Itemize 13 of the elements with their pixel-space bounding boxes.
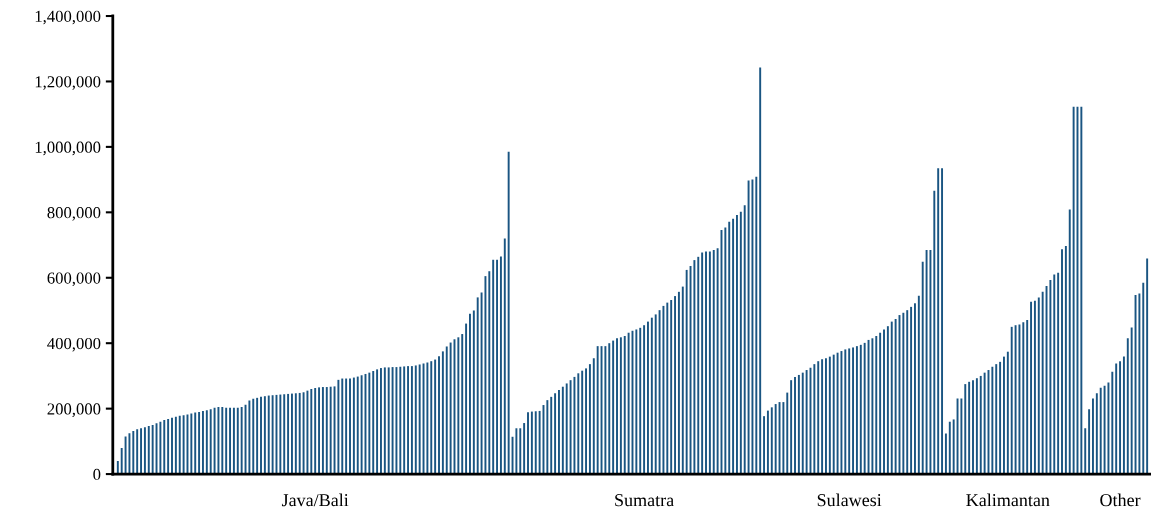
y-tick-label: 1,400,000 <box>35 10 101 25</box>
x-tick-label: Sulawesi <box>817 493 882 507</box>
y-tick-label: 400,000 <box>47 337 101 352</box>
x-tick-label: Java/Bali <box>281 493 349 507</box>
y-tick-label: 1,000,000 <box>35 141 101 156</box>
y-tick-label: 600,000 <box>47 272 101 287</box>
x-tick-label: Kalimantan <box>966 493 1050 507</box>
y-tick-label: 200,000 <box>47 403 101 417</box>
y-tick-label: 0 <box>93 468 101 481</box>
y-tick-label: 800,000 <box>47 207 101 221</box>
y-tick-label: 1,200,000 <box>35 76 101 90</box>
x-tick-label: Other <box>1100 493 1141 507</box>
x-tick-label: Sumatra <box>615 494 674 507</box>
